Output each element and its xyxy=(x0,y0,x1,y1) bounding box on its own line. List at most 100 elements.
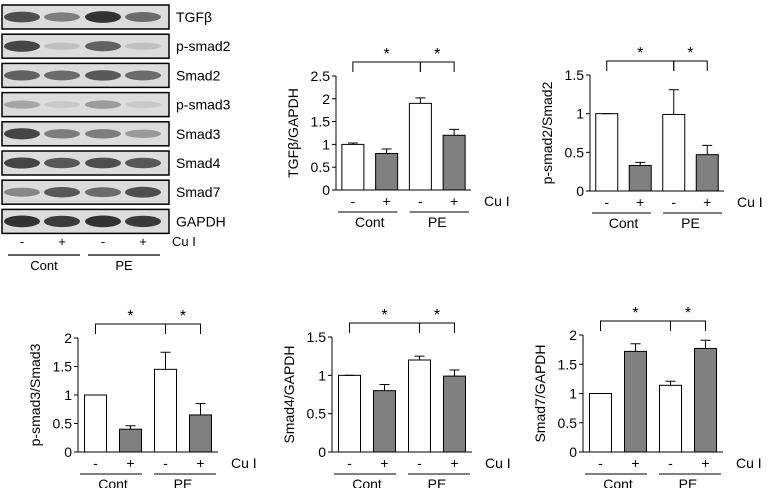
blot-band xyxy=(85,70,121,81)
group-label: Cont xyxy=(98,476,128,488)
significance-bracket xyxy=(600,320,671,331)
protein-label: GAPDH xyxy=(176,213,226,229)
significance-bracket xyxy=(670,320,706,331)
lane-label: + xyxy=(380,455,388,471)
lane-label: + xyxy=(636,194,644,210)
lane-label: + xyxy=(58,234,66,249)
significance-marker: * xyxy=(384,46,390,63)
blot-band xyxy=(4,215,40,228)
y-tick-label: 1 xyxy=(569,386,577,402)
blot-band xyxy=(44,186,80,198)
bar xyxy=(119,428,142,453)
protein-label: p-smad3 xyxy=(176,97,231,113)
blot-band xyxy=(44,157,80,169)
bar xyxy=(443,375,466,453)
blot-band xyxy=(4,128,40,140)
y-tick-label: 0.5 xyxy=(307,406,327,422)
y-tick-label: 1.5 xyxy=(558,356,578,372)
bar xyxy=(695,154,719,192)
treatment-label: Cu I xyxy=(231,455,257,471)
significance-bracket xyxy=(95,323,166,334)
group-label: PE xyxy=(115,258,133,273)
y-tick-label: 1.5 xyxy=(565,67,585,83)
significance-bracket xyxy=(165,323,201,334)
protein-label: p-smad2 xyxy=(176,38,231,54)
y-tick-label: 0.5 xyxy=(565,144,585,160)
y-tick-label: 1 xyxy=(322,136,330,152)
group-label: PE xyxy=(174,476,193,488)
y-axis-label: p-smad3/Smad3 xyxy=(27,343,43,446)
significance-marker: * xyxy=(687,45,693,62)
significance-bracket xyxy=(419,61,455,72)
significance-marker: * xyxy=(434,46,440,63)
blot-band xyxy=(85,187,121,198)
treatment-label: Cu I xyxy=(484,193,510,209)
lane-label: + xyxy=(126,455,134,471)
lane-label: - xyxy=(101,234,105,249)
blot-band xyxy=(4,157,40,169)
significance-marker: * xyxy=(637,45,643,62)
blot-band xyxy=(85,41,121,52)
significance-bracket xyxy=(349,322,420,333)
significance-bracket xyxy=(673,60,708,71)
treatment-label: Cu I xyxy=(736,455,762,471)
lane-label: + xyxy=(450,455,458,471)
blot-band xyxy=(44,101,80,109)
bar-chart-3: 0 0.5 1 1.5 2 p-smad3/Smad3 - + - + Cu I Cont PE * * xyxy=(27,308,257,488)
protein-label: TGFβ xyxy=(176,9,212,25)
lane-label: - xyxy=(417,455,422,471)
lane-label: - xyxy=(671,194,676,210)
protein-label: Smad7 xyxy=(176,184,221,200)
group-label: Cont xyxy=(603,476,633,488)
lane-label: - xyxy=(418,193,423,209)
bar-chart-1: 0 0.5 1 1.5 2 2.5 TGFβ/GAPDH - + - + Cu I Cont PE * * xyxy=(285,46,510,230)
lane-label: + xyxy=(139,234,147,249)
blot-band xyxy=(4,11,40,23)
blot-band xyxy=(125,70,161,81)
lane-label: + xyxy=(383,193,391,209)
bar xyxy=(589,393,612,453)
blot-band xyxy=(44,215,80,228)
bar xyxy=(624,350,647,453)
bar xyxy=(662,113,686,192)
bar xyxy=(154,368,177,453)
significance-marker: * xyxy=(632,305,638,322)
blot-band xyxy=(4,70,40,81)
lane-label: + xyxy=(631,455,639,471)
lane-label: - xyxy=(163,455,168,471)
blot-band xyxy=(125,12,161,22)
y-tick-label: 0 xyxy=(576,183,584,199)
significance-bracket xyxy=(352,61,421,72)
group-label: Cont xyxy=(352,476,382,488)
treatment-label: Cu I xyxy=(172,234,196,249)
group-label: PE xyxy=(428,214,447,230)
significance-marker: * xyxy=(434,307,440,324)
y-tick-label: 0 xyxy=(322,182,330,198)
bar xyxy=(375,153,399,191)
blot-band xyxy=(125,186,161,198)
blot-band xyxy=(4,187,40,197)
blot-band xyxy=(85,11,121,23)
bar xyxy=(84,394,107,453)
treatment-label: Cu I xyxy=(737,194,763,210)
bar xyxy=(442,134,466,191)
group-label: PE xyxy=(681,215,700,231)
lane-label: - xyxy=(604,194,609,210)
bar xyxy=(595,113,619,192)
bar xyxy=(408,102,432,191)
lane-label: + xyxy=(196,455,204,471)
bar-chart-4: 0 0.5 1 1.5 Smad4/GAPDH - + - + Cu I Cont PE * * xyxy=(281,307,511,488)
blot-band xyxy=(125,42,161,50)
blot-band xyxy=(85,129,121,139)
protein-label: Smad2 xyxy=(176,67,221,83)
blot-band xyxy=(44,12,80,22)
significance-marker: * xyxy=(127,308,133,325)
lane-label: - xyxy=(668,455,673,471)
bar-chart-2: 0 0.5 1 1.5 p-smad2/Smad2 - + - + Cu I Cont PE * * xyxy=(539,45,763,231)
y-axis-label: Smad4/GAPDH xyxy=(281,345,297,443)
y-tick-label: 1 xyxy=(318,367,326,383)
significance-marker: * xyxy=(180,308,186,325)
lane-label: - xyxy=(93,455,98,471)
blot-band xyxy=(125,101,161,109)
